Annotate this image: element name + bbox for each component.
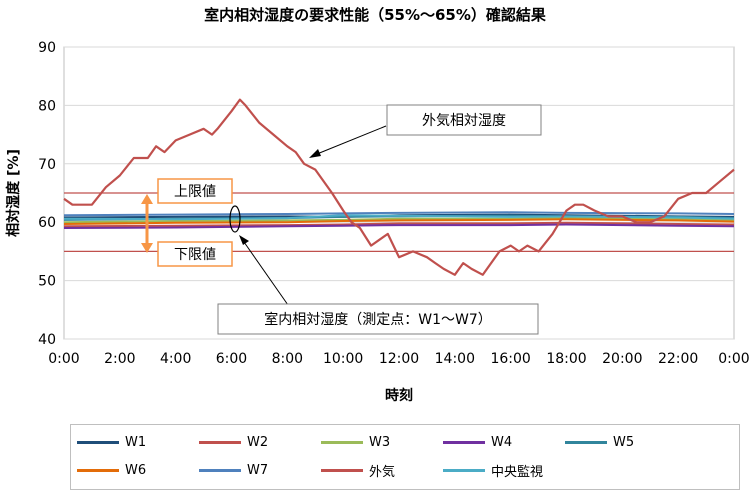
- legend-swatch: [443, 468, 485, 472]
- legend-swatch: [77, 440, 119, 444]
- indoor-callout-label: 室内相対湿度（測定点：W1～W7）: [264, 311, 492, 328]
- legend-item: W4: [443, 432, 512, 452]
- x-tick-label: 14:00: [435, 351, 475, 367]
- lower-limit-box: [157, 241, 233, 267]
- legend-item: W1: [77, 432, 146, 452]
- y-tick-label: 90: [38, 40, 56, 56]
- legend: W1 W2 W3 W4 W5 W6 W7 外気 中央監視: [70, 424, 740, 490]
- outdoor-callout-label: 外気相対湿度: [422, 113, 506, 129]
- upper-limit-label: 上限値: [174, 184, 216, 200]
- y-tick-label: 60: [38, 215, 56, 231]
- series-line-6: [63, 218, 735, 225]
- x-tick-label: 22:00: [658, 351, 698, 367]
- legend-item: W6: [77, 460, 146, 480]
- x-tick-label: 6:00: [216, 351, 247, 367]
- legend-swatch: [443, 440, 485, 444]
- x-tick-label: 16:00: [490, 351, 530, 367]
- legend-item: 外気: [321, 460, 395, 480]
- series-line-3: [63, 217, 735, 224]
- legend-item: W2: [199, 432, 268, 452]
- y-axis-ticks: 40 50 60 70 80 90: [38, 40, 56, 348]
- series-line-2: [63, 221, 735, 228]
- y-axis-label: 相対湿度 [%]: [5, 149, 22, 237]
- indoor-callout-box: [217, 303, 539, 335]
- indoor-callout-arrow: [239, 235, 289, 306]
- series-line-7: [63, 211, 735, 217]
- legend-label: W6: [125, 462, 147, 478]
- x-tick-label: 0:00: [48, 351, 79, 367]
- legend-label: W2: [247, 434, 269, 450]
- legend-label: W5: [613, 434, 635, 450]
- x-tick-label: 18:00: [546, 351, 586, 367]
- legend-label: W7: [247, 462, 269, 478]
- humidity-chart: 室内相対湿度の要求性能（55%～65%）確認結果 40 50 60 70 80 90 0:…: [5, 6, 750, 404]
- x-tick-label: 12:00: [379, 351, 419, 367]
- legend-swatch: [77, 468, 119, 472]
- y-tick-label: 80: [38, 98, 56, 114]
- x-tick-label: 20:00: [602, 351, 642, 367]
- series-group: [63, 98, 735, 276]
- legend-label: 外気: [369, 464, 396, 480]
- x-axis-ticks: 0:00 2:00 4:00 6:00 8:00 10:00 12:00 14:00 16:00…: [48, 351, 749, 367]
- series-line-8: [63, 98, 735, 276]
- legend-swatch: [565, 440, 607, 444]
- y-tick-label: 40: [38, 332, 56, 348]
- legend-swatch: [321, 468, 363, 472]
- legend-label: 中央監視: [491, 464, 544, 480]
- legend-item: W5: [565, 432, 634, 452]
- legend-item: W7: [199, 460, 268, 480]
- y-tick-label: 50: [38, 274, 56, 290]
- legend-swatch: [321, 440, 363, 444]
- legend-item: 中央監視: [443, 460, 543, 480]
- series-line-9: [63, 214, 735, 221]
- legend-swatch: [199, 440, 241, 444]
- x-tick-label: 0:00: [718, 351, 749, 367]
- limit-arrow: [141, 194, 153, 253]
- x-tick-label: 2:00: [104, 351, 135, 367]
- legend-label: W3: [369, 434, 391, 450]
- legend-item: W3: [321, 432, 390, 452]
- lower-limit-label: 下限値: [174, 247, 216, 263]
- outdoor-callout-arrow: [309, 125, 387, 158]
- series-line-4: [63, 223, 735, 229]
- legend-swatch: [199, 468, 241, 472]
- y-tick-label: 70: [38, 157, 56, 173]
- x-tick-label: 10:00: [323, 351, 363, 367]
- x-tick-label: 4:00: [160, 351, 191, 367]
- legend-label: W4: [491, 434, 513, 450]
- x-tick-label: 8:00: [272, 351, 303, 367]
- legend-label: W1: [125, 434, 147, 450]
- outdoor-callout-box: [386, 104, 542, 136]
- indoor-ellipse: [229, 205, 241, 233]
- chart-title: 室内相対湿度の要求性能（55%～65%）確認結果: [204, 6, 547, 24]
- x-axis-label: 時刻: [385, 387, 413, 404]
- upper-limit-box: [157, 178, 233, 204]
